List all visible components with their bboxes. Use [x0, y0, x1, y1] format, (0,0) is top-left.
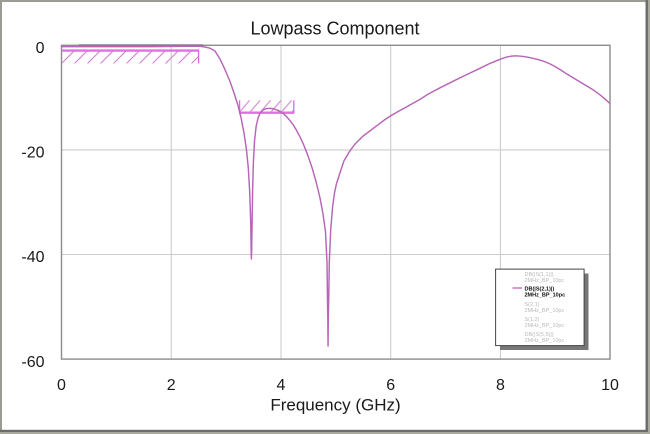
svg-text:-60: -60 [21, 354, 44, 371]
svg-text:-20: -20 [21, 145, 44, 162]
svg-text:S(1,2): S(1,2) [525, 317, 540, 323]
svg-text:0: 0 [36, 40, 45, 57]
svg-text:-40: -40 [21, 249, 44, 266]
svg-text:2MHz_BP_10pc: 2MHz_BP_10pc [525, 278, 565, 284]
svg-text:S(2,1): S(2,1) [525, 302, 540, 308]
svg-text:2MHz_BP_10pc: 2MHz_BP_10pc [525, 293, 566, 299]
svg-text:10: 10 [601, 377, 619, 394]
svg-text:2MHz_BP_10pc: 2MHz_BP_10pc [525, 308, 565, 314]
svg-text:DB(|S(2,1)|): DB(|S(2,1)|) [525, 286, 555, 292]
svg-text:0: 0 [57, 377, 66, 394]
svg-text:2MHz_BP_10pc: 2MHz_BP_10pc [525, 338, 565, 344]
svg-text:6: 6 [386, 377, 395, 394]
svg-text:Lowpass Component: Lowpass Component [250, 19, 419, 39]
svg-text:Frequency (GHz): Frequency (GHz) [270, 396, 400, 415]
svg-text:8: 8 [496, 377, 505, 394]
svg-text:DB(|S(5,5)|): DB(|S(5,5)|) [525, 332, 554, 338]
svg-text:DB(|S(1,1)|): DB(|S(1,1)|) [525, 272, 554, 278]
svg-text:2: 2 [167, 377, 176, 394]
svg-text:2MHz_BP_10pc: 2MHz_BP_10pc [525, 323, 565, 329]
svg-text:4: 4 [277, 377, 286, 394]
